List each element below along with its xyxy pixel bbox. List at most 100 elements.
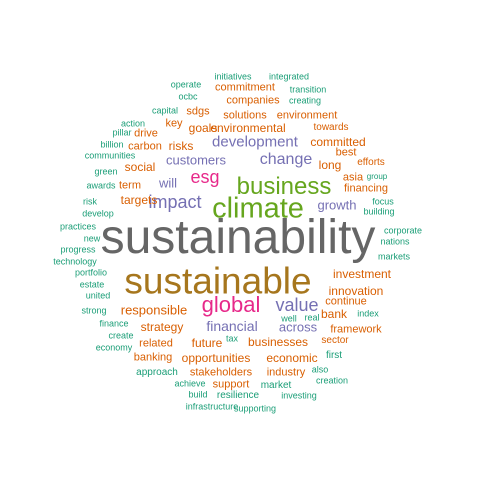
word-creating: creating [288, 95, 322, 106]
word-united: united [85, 290, 111, 301]
word-integrated: integrated [268, 71, 310, 82]
word-supporting: supporting [233, 403, 277, 414]
word-drive: drive [134, 127, 158, 140]
word-businesses: businesses [247, 335, 309, 349]
word-social: social [124, 160, 156, 174]
word-first: first [325, 350, 343, 361]
word-strong: strong [81, 305, 107, 316]
word-develop: develop [82, 208, 114, 219]
word-finance: finance [99, 318, 129, 329]
word-sdgs: sdgs [186, 105, 210, 118]
word-business: business [236, 173, 332, 200]
word-efforts: efforts [357, 157, 385, 168]
word-markets: markets [377, 251, 411, 262]
word-climate: climate [212, 192, 304, 225]
word-risk: risk [83, 196, 97, 207]
word-companies: companies [226, 94, 280, 107]
word-nations: nations [380, 236, 410, 247]
word-development: development [212, 133, 298, 151]
word-creation: creation [315, 375, 349, 386]
word-best: best [335, 146, 357, 159]
word-goals: goals [188, 121, 218, 135]
word-financial: financial [206, 318, 258, 334]
word-action: action [120, 118, 146, 129]
word-initiatives: initiatives [214, 71, 252, 82]
word-across: across [278, 319, 318, 335]
word-sustainability: sustainability [100, 211, 376, 264]
word-achieve: achieve [174, 378, 206, 389]
word-approach: approach [136, 367, 178, 378]
word-also: also [311, 364, 329, 375]
word-communities: communities [84, 150, 136, 161]
word-stakeholders: stakeholders [189, 366, 253, 379]
word-towards: towards [313, 122, 349, 133]
word-operate: operate [170, 79, 202, 90]
word-continue: continue [325, 295, 367, 308]
word-environment: environment [276, 109, 338, 122]
word-environmental: environmental [210, 121, 286, 135]
word-banking: banking [133, 351, 173, 364]
word-term: term [119, 179, 141, 192]
word-focus: focus [372, 196, 394, 207]
word-infrastructure: infrastructure [185, 401, 239, 412]
word-future: future [191, 336, 223, 350]
word-investing: investing [281, 390, 317, 401]
word-growth: growth [317, 197, 357, 213]
word-framework: framework [330, 323, 382, 336]
word-committed: committed [310, 135, 366, 149]
word-carbon: carbon [128, 140, 162, 153]
word-transition: transition [289, 84, 327, 95]
word-industry: industry [266, 366, 306, 379]
word-tax: tax [225, 333, 239, 344]
word-pillar: pillar [112, 127, 132, 138]
word-resilience: resilience [216, 390, 260, 401]
word-group: group [366, 172, 388, 181]
word-related: related [139, 337, 173, 350]
word-awards: awards [86, 180, 116, 191]
word-progress: progress [60, 244, 96, 255]
word-new: new [83, 233, 101, 244]
word-strategy: strategy [140, 320, 184, 334]
word-billion: billion [100, 139, 124, 150]
word-bank: bank [320, 307, 348, 321]
word-innovation: innovation [328, 284, 384, 298]
word-financing: financing [343, 182, 389, 195]
word-opportunities: opportunities [181, 351, 251, 365]
word-esg: esg [190, 167, 220, 187]
word-solutions: solutions [223, 109, 267, 122]
word-sector: sector [321, 335, 349, 346]
word-ocbc: ocbc [178, 91, 198, 102]
word-practices: practices [59, 221, 97, 232]
word-targets: targets [120, 193, 158, 207]
word-create: create [108, 330, 134, 341]
word-building: building [363, 206, 395, 217]
word-build: build [188, 389, 208, 400]
word-well: well [281, 313, 297, 324]
word-asia: asia [342, 171, 364, 184]
word-global: global [201, 292, 261, 317]
word-responsible: responsible [120, 302, 188, 318]
word-estate: estate [79, 279, 105, 290]
word-economic: economic [266, 351, 318, 365]
word-real: real [304, 312, 320, 323]
word-corporate: corporate [383, 225, 423, 236]
word-key: key [165, 117, 183, 130]
word-index: index [357, 308, 379, 319]
word-commitment: commitment [215, 81, 275, 94]
word-will: will [158, 175, 178, 191]
word-economy: economy [95, 342, 133, 353]
word-green: green [94, 166, 118, 177]
word-change: change [259, 151, 313, 168]
word-capital: capital [151, 105, 179, 116]
word-technology: technology [53, 256, 97, 267]
word-long: long [318, 158, 342, 172]
word-value: value [275, 295, 319, 315]
word-customers: customers [166, 152, 226, 168]
word-sustainable: sustainable [124, 260, 312, 302]
word-risks: risks [168, 139, 194, 153]
word-impact: impact [148, 192, 202, 212]
word-market: market [260, 380, 292, 391]
word-portfolio: portfolio [74, 267, 108, 278]
word-support: support [212, 378, 250, 391]
